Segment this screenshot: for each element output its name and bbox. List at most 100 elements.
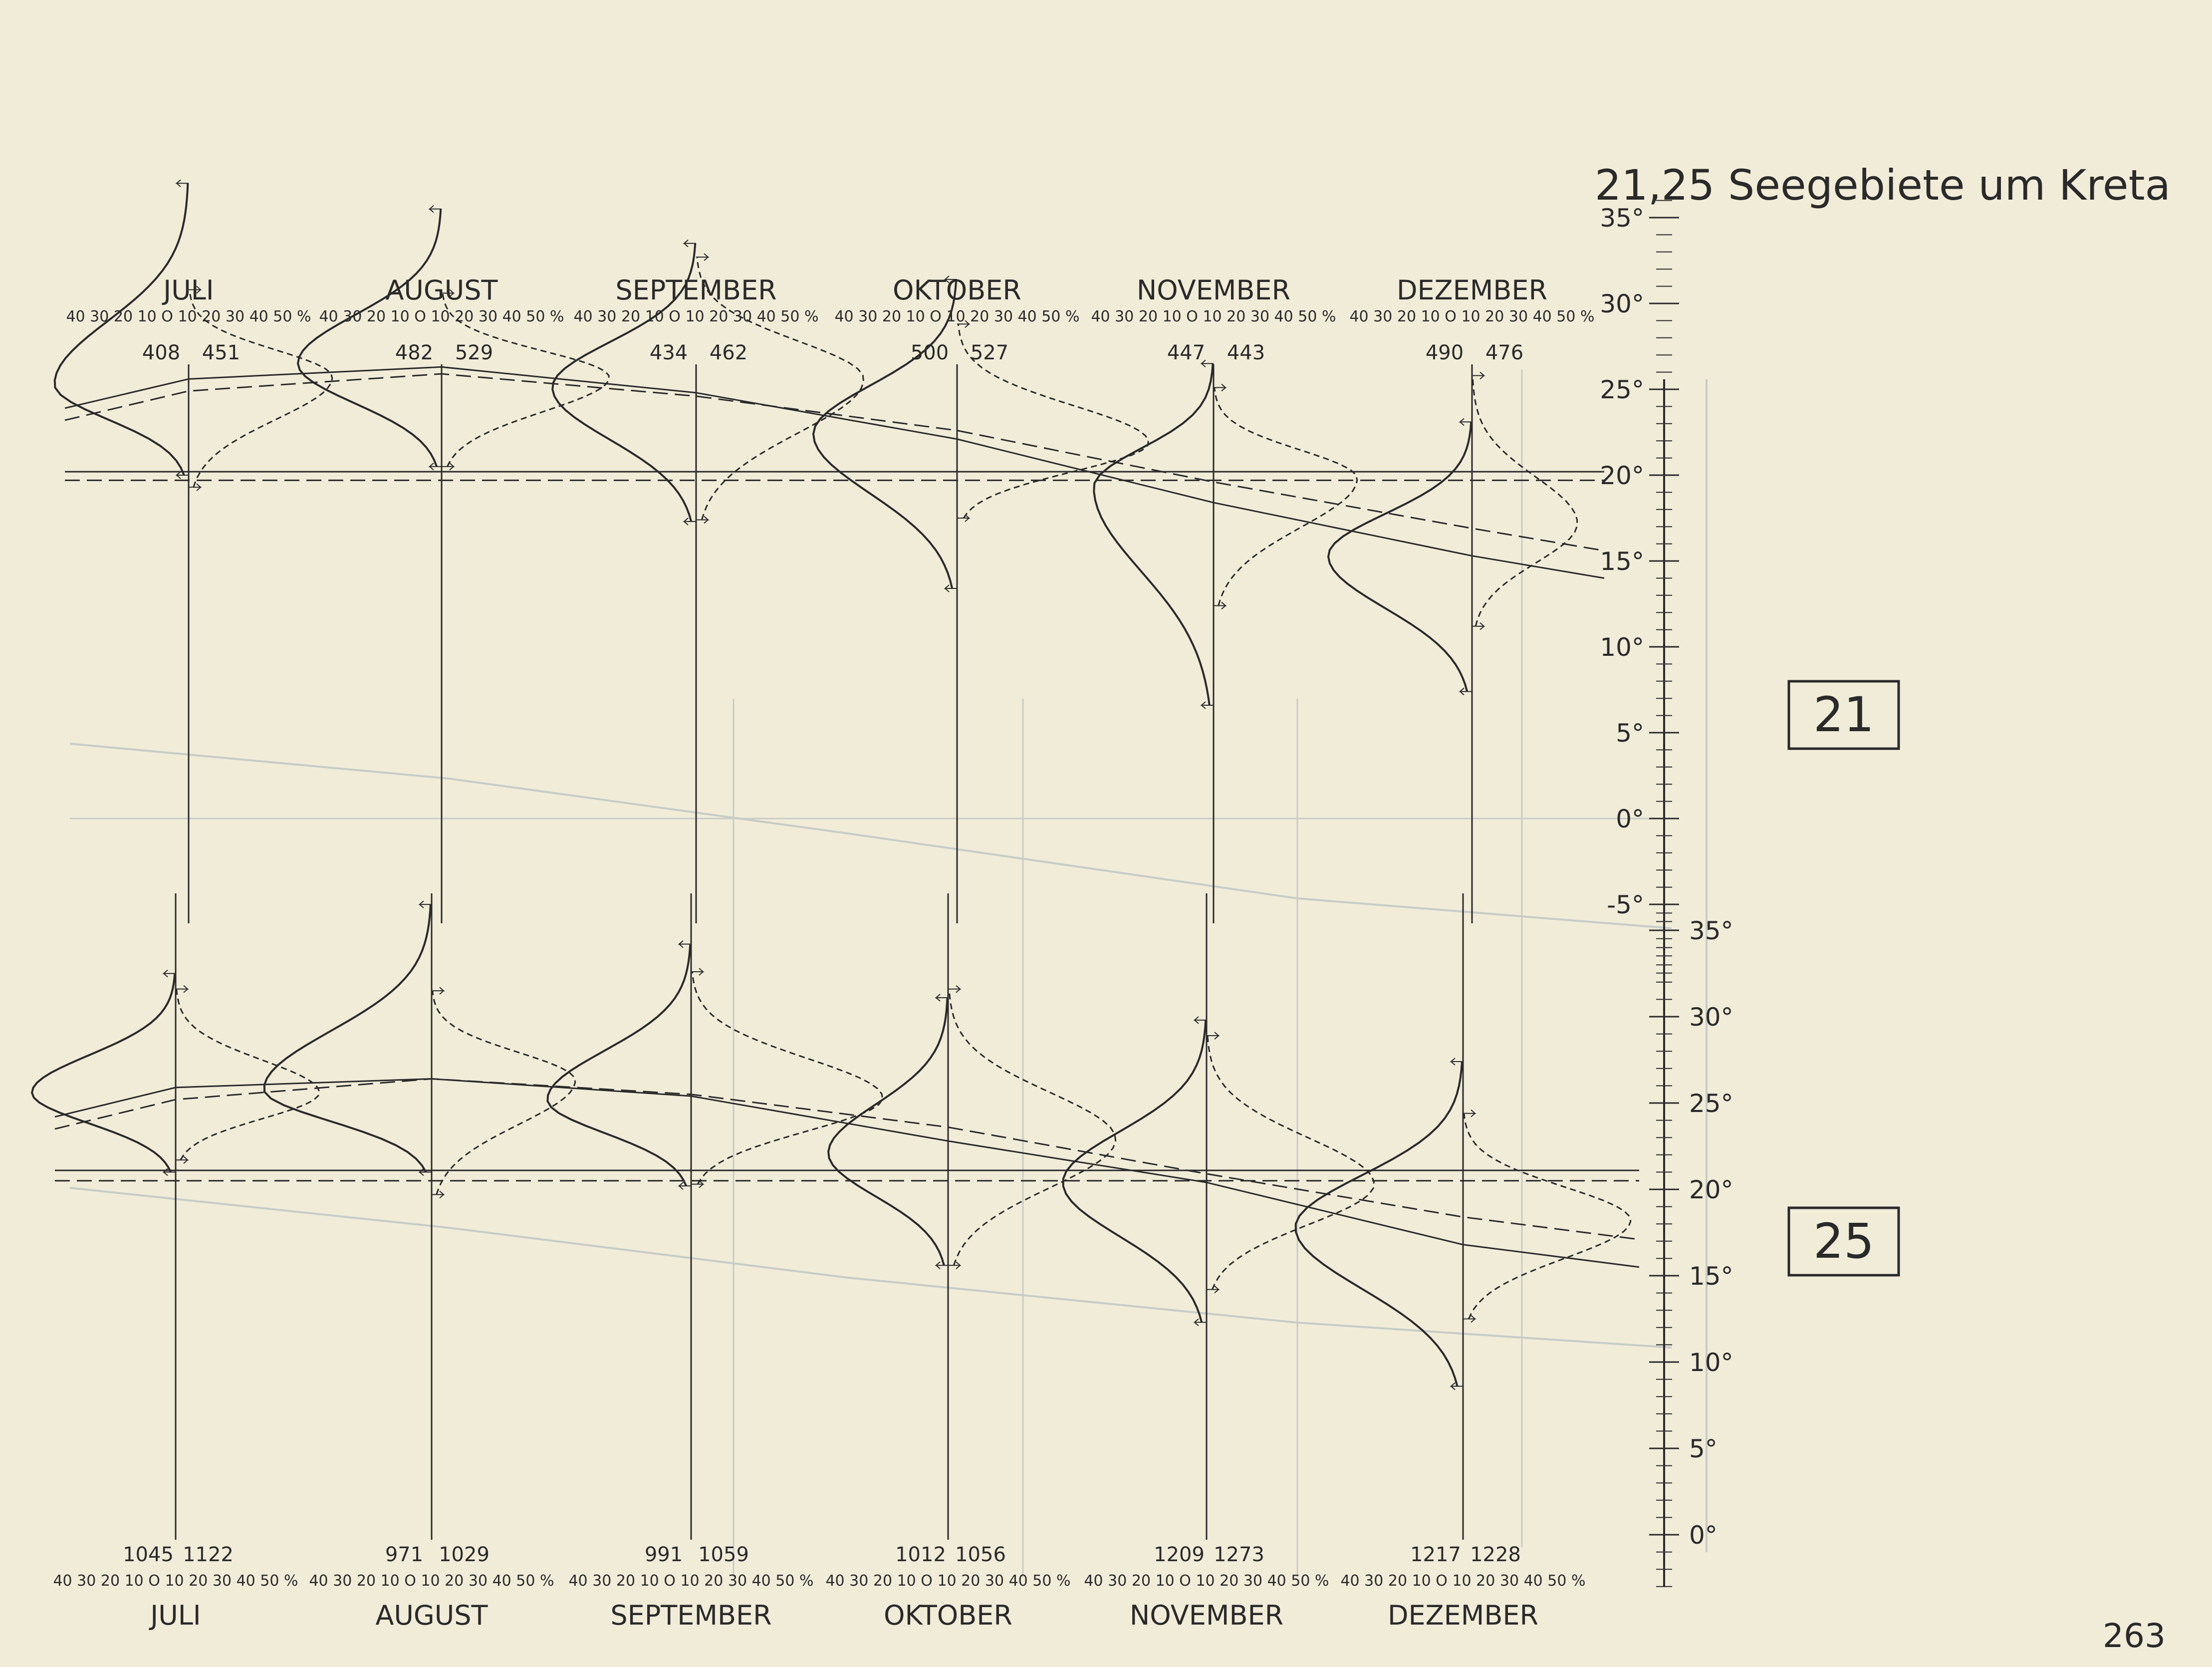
- distribution-dashed: [1472, 375, 1578, 627]
- chart-panel-21: JULI 40 30 20 10 O 10 20 30 40 50 % 408 451…: [53, 179, 1900, 974]
- percent-scale-label: 40 30 20 10 O 10 20 30 40 50 %: [66, 308, 311, 325]
- distribution-extreme-marker: [1472, 622, 1485, 630]
- mean-curve-dashed: [54, 1078, 1640, 1240]
- distribution-extreme-marker: [189, 285, 202, 294]
- temperature-tick-label: 10°: [1689, 1348, 1733, 1377]
- distribution-dashed: [176, 989, 320, 1160]
- distribution-extreme-marker: [432, 1190, 445, 1199]
- percent-scale-label: 40 30 20 10 O 10 20 30 40 50 %: [319, 308, 564, 325]
- observation-count-right: 527: [971, 341, 1008, 364]
- distribution-extreme-marker: [948, 1261, 962, 1269]
- month-label: OKTOBER: [884, 1600, 1012, 1631]
- percent-scale-label: 40 30 20 10 O 10 20 30 40 50 %: [1340, 1572, 1585, 1590]
- temperature-tick-label: -5°: [1607, 890, 1644, 919]
- observation-count-left: 408: [142, 341, 180, 364]
- distribution-extreme-marker: [176, 985, 189, 993]
- distribution-solid: [827, 997, 949, 1266]
- distribution-dashed: [691, 971, 884, 1185]
- month-label: AUGUST: [375, 1600, 488, 1631]
- percent-scale-label: 40 30 20 10 O 10 20 30 40 50 %: [1349, 308, 1594, 325]
- percent-scale-label: 40 30 20 10 O 10 20 30 40 50 %: [834, 308, 1079, 325]
- percent-scale-label: 40 30 20 10 O 10 20 30 40 50 %: [1084, 1572, 1329, 1590]
- distribution-extreme-marker: [1450, 1382, 1463, 1390]
- temperature-tick-label: 20°: [1600, 461, 1644, 490]
- observation-count-left: 482: [395, 341, 433, 364]
- observation-count-left: 991: [645, 1543, 683, 1566]
- distribution-extreme-marker: [696, 516, 710, 524]
- title: 21,25 Seegebiete um Kreta: [1595, 161, 2171, 210]
- percent-scale-label: 40 30 20 10 O 10 20 30 40 50 %: [573, 308, 818, 325]
- distribution-extreme-marker: [442, 289, 455, 297]
- distribution-solid: [30, 973, 176, 1173]
- distribution-extreme-marker: [683, 239, 696, 248]
- observation-count-right: 462: [710, 341, 747, 364]
- temperature-tick-label: 5°: [1616, 719, 1644, 748]
- observation-count-right: 1228: [1470, 1543, 1521, 1566]
- distribution-extreme-marker: [1463, 1110, 1476, 1117]
- percent-scale-label: 40 30 20 10 O 10 20 30 40 50 %: [309, 1572, 554, 1590]
- distribution-extreme-marker: [162, 1168, 176, 1176]
- temperature-tick-label: 15°: [1600, 547, 1644, 576]
- distribution-extreme-marker: [957, 514, 971, 522]
- area-label: 21: [1813, 687, 1874, 743]
- distribution-extreme-marker: [418, 900, 432, 908]
- area-label-box: [1787, 680, 1900, 750]
- distribution-solid: [812, 279, 958, 589]
- distribution-extreme-marker: [1459, 418, 1472, 426]
- distribution-extreme-marker: [1463, 1315, 1476, 1323]
- distribution-solid: [546, 944, 692, 1186]
- observation-count-left: 447: [1167, 341, 1205, 364]
- observation-count-left: 1045: [123, 1543, 174, 1566]
- temperature-tick-label: 20°: [1689, 1175, 1733, 1204]
- observation-count-left: 1217: [1410, 1543, 1461, 1566]
- observation-count-right: 1059: [698, 1543, 749, 1566]
- distribution-extreme-marker: [432, 987, 445, 995]
- temperature-tick-label: 0°: [1689, 1521, 1718, 1550]
- distribution-extreme-marker: [1459, 687, 1472, 696]
- observation-count-right: 1122: [183, 1543, 234, 1566]
- distribution-extreme-marker: [1207, 1032, 1220, 1040]
- distribution-solid: [1327, 422, 1473, 692]
- observation-count-right: 476: [1485, 341, 1523, 364]
- temperature-tick-label: 15°: [1689, 1262, 1733, 1291]
- distribution-dashed: [948, 989, 1117, 1266]
- temperature-tick-label: 30°: [1600, 289, 1644, 318]
- distribution-extreme-marker: [1214, 601, 1227, 610]
- distribution-solid: [296, 209, 442, 467]
- percent-scale-label: 40 30 20 10 O 10 20 30 40 50 %: [1091, 308, 1336, 325]
- distribution-extreme-marker: [1207, 1285, 1220, 1294]
- observation-count-right: 1029: [439, 1543, 490, 1566]
- percent-scale-label: 40 30 20 10 O 10 20 30 40 50 %: [53, 1572, 298, 1590]
- page-number: 263: [2103, 1617, 2166, 1655]
- distribution-extreme-marker: [935, 994, 948, 1002]
- temperature-tick-label: 30°: [1689, 1003, 1733, 1032]
- distribution-extreme-marker: [948, 985, 962, 993]
- distribution-dashed: [696, 257, 865, 520]
- distribution-solid: [1093, 363, 1214, 706]
- distribution-dashed: [189, 289, 333, 488]
- distribution-extreme-marker: [691, 968, 705, 976]
- temperature-tick-label: 0°: [1616, 805, 1644, 834]
- distribution-extreme-marker: [418, 1168, 432, 1176]
- distribution-extreme-marker: [428, 463, 442, 471]
- observation-count-left: 1209: [1154, 1543, 1205, 1566]
- month-label: DEZEMBER: [1388, 1600, 1538, 1631]
- observation-count-right: 1056: [955, 1543, 1006, 1566]
- distribution-extreme-marker: [957, 320, 971, 328]
- distribution-extreme-marker: [678, 940, 691, 948]
- temperature-tick-label: 25°: [1689, 1089, 1733, 1118]
- month-label: DEZEMBER: [1397, 275, 1547, 306]
- distribution-extreme-marker: [176, 1156, 189, 1164]
- distribution-extreme-marker: [175, 471, 189, 479]
- observation-count-right: 451: [202, 341, 240, 364]
- distribution-solid: [53, 183, 189, 476]
- month-label: SEPTEMBER: [610, 1600, 771, 1631]
- distribution-extreme-marker: [175, 179, 189, 187]
- distribution-extreme-marker: [189, 483, 202, 491]
- percent-scale-label: 40 30 20 10 O 10 20 30 40 50 %: [568, 1572, 813, 1590]
- temperature-tick-label: 25°: [1600, 375, 1644, 404]
- distribution-dashed: [1214, 387, 1358, 606]
- distribution-extreme-marker: [1450, 1058, 1463, 1066]
